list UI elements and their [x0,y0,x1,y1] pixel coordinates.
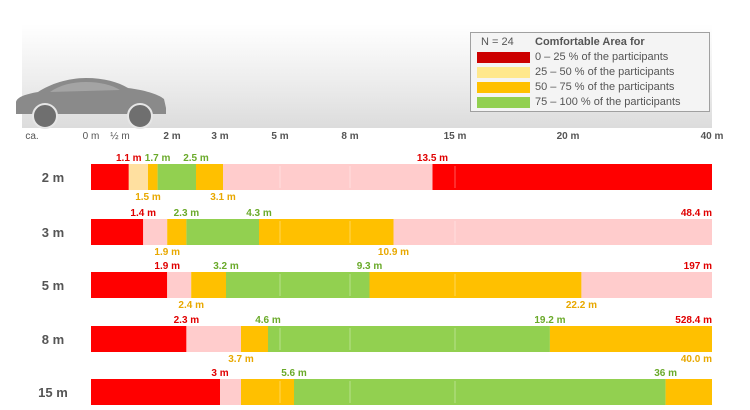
row-label: 15 m [38,385,68,400]
bar-row: 8 m 2.3 m 4.6 m 19.2 m 528.4 m 3.7 m 40.0 m [42,315,712,365]
data-label: 5.6 m [281,368,307,379]
data-label: 36 m [654,368,677,379]
bar-segment [157,164,196,190]
legend-item-label: 0 – 25 % of the participants [535,51,669,63]
bar-segment [167,272,192,298]
data-label: 1.9 m [154,247,180,258]
legend-item: 50 – 75 % of the participants [477,81,707,95]
legend-header: N = 24 Comfortable Area for [471,36,709,49]
bar-segment [91,219,144,245]
legend-swatch [477,97,530,108]
bar-segment [226,272,370,298]
data-label: 197 m [684,261,712,272]
bar-segment [369,272,582,298]
x-tick-label: ca. [25,131,38,142]
data-label: 1.4 m [130,208,156,219]
bar-row: 15 m 3 m 5.6 m 36 m [38,368,712,405]
bar-segment [196,164,223,190]
x-tick-label: 5 m [271,131,288,142]
bar-segment [220,379,241,405]
bar-segment [294,379,666,405]
row-label: 3 m [42,225,64,240]
row-label: 2 m [42,170,64,185]
data-label: 48.4 m [681,208,712,219]
bar-segment [91,164,129,190]
row-label: 5 m [42,278,64,293]
x-tick-label: 20 m [557,131,580,142]
data-label: 4.6 m [255,315,281,326]
data-label: 1.1 m [116,153,142,164]
legend-item: 25 – 50 % of the participants [477,66,707,80]
legend-item-label: 50 – 75 % of the participants [535,81,675,93]
bar-row: 5 m 1.9 m 3.2 m 9.3 m 197 m 2.4 m 22.2 m [42,261,712,311]
legend-swatch [477,82,530,93]
bar-segment [186,219,259,245]
x-tick-label: 2 m [163,131,180,142]
legend-item-label: 75 – 100 % of the participants [535,96,681,108]
x-tick-label: 8 m [341,131,358,142]
data-label: 1.5 m [135,192,161,203]
x-tick-label: 15 m [444,131,467,142]
bar-row: 3 m 1.4 m 2.3 m 4.3 m 48.4 m 1.9 m 10.9 m [42,208,712,258]
data-label: 3.2 m [213,261,239,272]
data-label: 9.3 m [357,261,383,272]
data-label: 3.7 m [228,354,254,365]
legend-item: 75 – 100 % of the participants [477,96,707,110]
bar-row: 2 m 1.1 m 1.7 m 2.5 m 13.5 m 1.5 m 3.1 m [42,153,712,203]
data-label: 40.0 m [681,354,712,365]
data-label: 1.9 m [154,261,180,272]
bar-segment [191,272,226,298]
data-label: 3.1 m [210,192,236,203]
bar-segment [148,164,158,190]
data-label: 19.2 m [534,315,565,326]
bar-segment [223,164,433,190]
bar-segment [665,379,712,405]
bar-segment [143,219,168,245]
bar-segment [393,219,712,245]
bar-segment [186,326,241,352]
data-label: 2.3 m [174,315,200,326]
x-tick-label: ½ m [110,131,129,142]
x-tick-label: 0 m [83,131,100,142]
data-label: 528.4 m [675,315,712,326]
data-label: 4.3 m [246,208,272,219]
x-axis-ticks: ca. 0 m ½ m 2 m 3 m 5 m 8 m 15 m 20 m 40 m [25,131,723,142]
data-label: 13.5 m [417,153,448,164]
legend-swatch [477,67,530,78]
bar-segment [128,164,148,190]
bar-segment [91,379,220,405]
data-label: 2.5 m [183,153,209,164]
legend-title: Comfortable Area for [535,36,645,48]
legend: N = 24 Comfortable Area for 0 – 25 % of … [470,32,710,112]
bar-segment [581,272,712,298]
legend-sample-size: N = 24 [481,36,514,48]
bar-segment [167,219,187,245]
data-label: 1.7 m [145,153,171,164]
x-tick-label: 3 m [211,131,228,142]
bar-segment [91,272,168,298]
row-label: 8 m [42,332,64,347]
bar-rows: 2 m 1.1 m 1.7 m 2.5 m 13.5 m 1.5 m 3.1 m 3 m 1.4… [38,153,712,405]
data-label: 3 m [211,368,228,379]
x-tick-label: 40 m [701,131,724,142]
bar-segment [91,326,187,352]
car-icon [16,78,166,129]
bar-segment [432,164,712,190]
data-label: 2.4 m [178,300,204,311]
data-label: 2.3 m [174,208,200,219]
bar-segment [268,326,550,352]
legend-swatch [477,52,530,63]
legend-item: 0 – 25 % of the participants [477,51,707,65]
bar-segment [241,326,268,352]
data-label: 22.2 m [566,300,597,311]
bar-segment [549,326,712,352]
bar-segment [259,219,394,245]
bar-segment [241,379,294,405]
legend-item-label: 25 – 50 % of the participants [535,66,675,78]
data-label: 10.9 m [378,247,409,258]
